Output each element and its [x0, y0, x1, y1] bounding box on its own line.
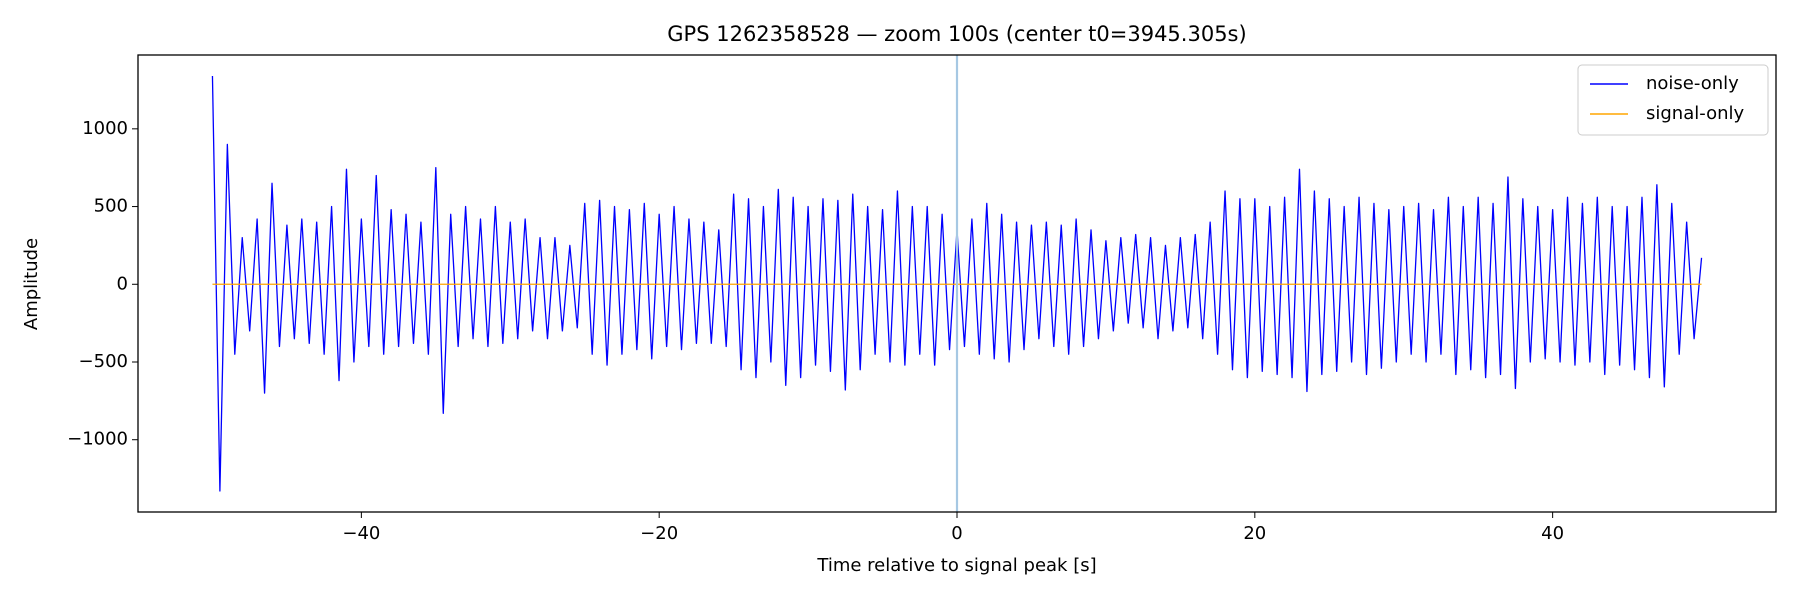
x-tick-label: 0 — [951, 523, 962, 544]
plot-area — [211, 55, 1703, 512]
x-tick-label: 40 — [1541, 523, 1564, 544]
x-tick-label: 20 — [1243, 523, 1266, 544]
legend-box — [1577, 64, 1769, 136]
y-tick-label: −1000 — [67, 429, 128, 450]
y-tick-label: 0 — [117, 273, 128, 294]
y-tick-label: −500 — [79, 351, 128, 372]
legend-label: signal-only — [1646, 103, 1744, 124]
x-axis-label: Time relative to signal peak [s] — [816, 555, 1096, 576]
y-tick-label: 500 — [94, 196, 128, 217]
legend: noise-only signal-only — [1577, 64, 1769, 136]
chart-title: GPS 1262358528 — zoom 100s (center t0=39… — [667, 22, 1246, 46]
legend-label: noise-only — [1646, 73, 1739, 94]
y-axis-label: Amplitude — [21, 238, 42, 330]
y-tick-label: 1000 — [82, 118, 128, 139]
x-tick-label: −20 — [640, 523, 678, 544]
x-tick-label: −40 — [342, 523, 380, 544]
